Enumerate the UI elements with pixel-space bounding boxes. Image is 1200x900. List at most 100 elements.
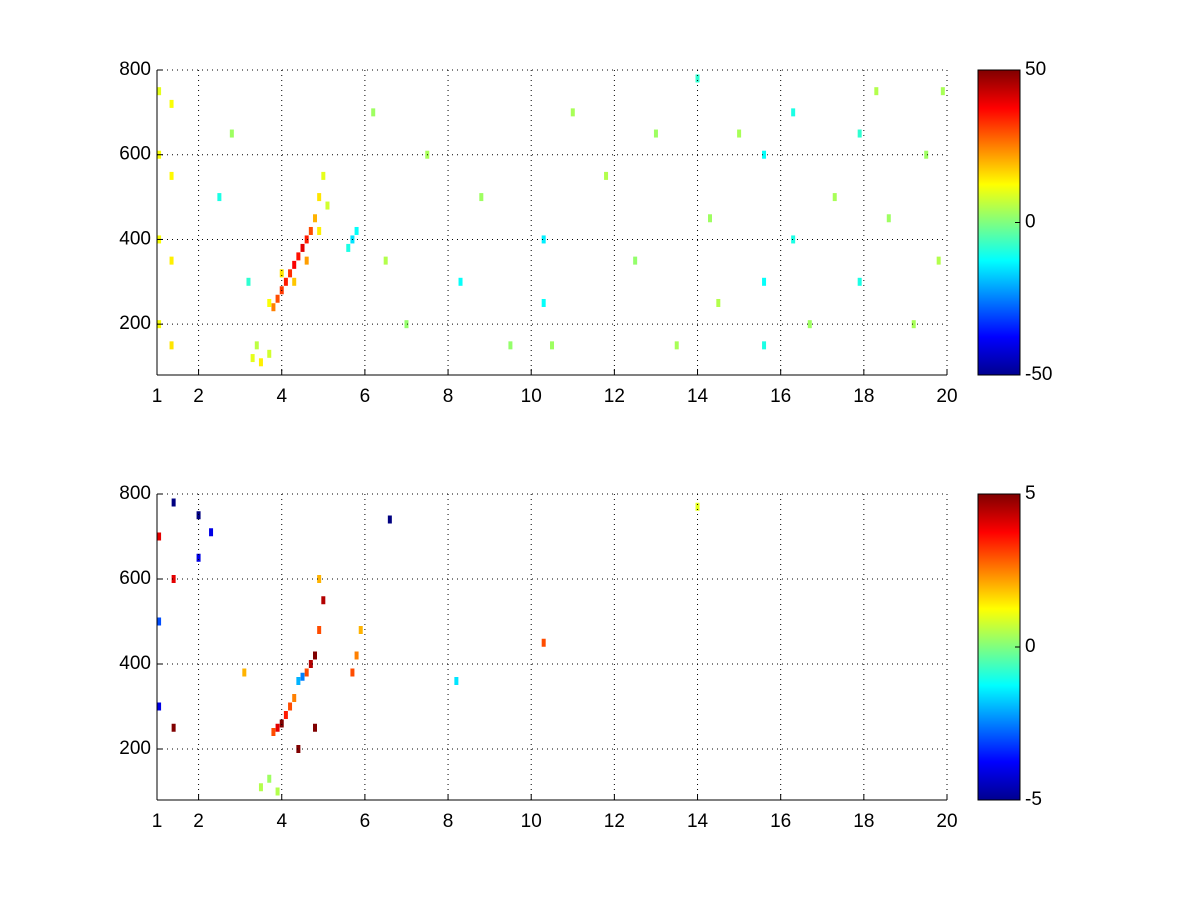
heat-cell	[279, 269, 284, 278]
heat-cell	[292, 694, 297, 702]
heat-cell	[350, 668, 355, 677]
heat-cell	[762, 341, 767, 350]
x-tick-label: 1	[152, 811, 163, 832]
heat-cell	[169, 171, 174, 180]
heat-cell	[271, 303, 276, 312]
heat-cell	[313, 214, 317, 223]
colorbar-tick-label: -50	[1025, 364, 1052, 385]
heat-cell	[404, 320, 409, 329]
heat-cell	[275, 787, 280, 796]
colorbar-tick-label: 5	[1025, 483, 1036, 504]
x-tick-label: 18	[853, 386, 874, 407]
heat-cell	[550, 341, 554, 350]
x-tick-label: 1	[152, 386, 163, 407]
heat-cell	[304, 668, 309, 677]
heat-cell	[157, 617, 162, 626]
heat-cell	[271, 728, 276, 736]
y-tick-label: 600	[119, 144, 151, 165]
heat-cell	[157, 532, 162, 541]
x-tick-label: 20	[936, 386, 957, 407]
x-tick-label: 14	[687, 811, 709, 832]
heat-cell	[695, 74, 700, 83]
heat-cell	[258, 783, 263, 792]
x-tick-label: 10	[521, 386, 542, 407]
colorbar-tick-label: 0	[1025, 212, 1036, 233]
heat-cell	[283, 277, 288, 286]
y-tick-label: 800	[119, 483, 151, 504]
heat-cell	[296, 745, 301, 753]
x-tick-label: 2	[193, 386, 204, 407]
heat-cell	[541, 638, 546, 647]
heat-cell	[317, 626, 322, 634]
heat-cell	[317, 193, 322, 202]
heat-cell	[169, 341, 174, 350]
y-tick-label: 400	[119, 653, 151, 674]
heat-cell	[911, 320, 916, 329]
heat-cell	[541, 235, 546, 244]
heat-cell	[304, 235, 309, 244]
heat-cell	[737, 129, 742, 138]
heat-cell	[874, 87, 879, 96]
heat-cell	[479, 193, 484, 202]
heat-cell	[317, 226, 322, 235]
heat-cell	[169, 256, 174, 265]
heat-cell	[196, 553, 201, 562]
heat-cell	[209, 528, 214, 537]
colorbar	[977, 493, 1021, 801]
heat-cell	[157, 87, 162, 96]
heat-cell	[371, 108, 376, 117]
x-tick-label: 8	[443, 386, 454, 407]
y-tick-label: 800	[119, 59, 151, 80]
x-tick-label: 6	[360, 386, 371, 407]
heat-cell	[229, 129, 234, 138]
heat-cell	[791, 235, 796, 244]
heat-cell	[292, 277, 297, 286]
heat-cell	[171, 575, 176, 583]
heat-cell	[604, 171, 609, 180]
heat-cell	[242, 668, 247, 677]
heat-cell	[283, 711, 288, 719]
heat-cell	[169, 99, 174, 108]
y-tick-label: 200	[119, 738, 151, 759]
heat-cell	[940, 87, 945, 96]
heat-cell	[250, 354, 255, 363]
y-tick-label: 200	[119, 313, 151, 334]
heat-cell	[508, 341, 513, 350]
heat-cell	[454, 677, 459, 685]
heat-cell	[633, 256, 638, 265]
x-tick-label: 4	[276, 386, 287, 407]
heat-cell	[267, 349, 272, 358]
heat-cell	[300, 672, 305, 681]
heat-cell	[708, 214, 712, 223]
heat-cell	[387, 515, 392, 524]
x-tick-label: 18	[853, 811, 874, 832]
heat-cell	[313, 723, 317, 732]
heat-cell	[267, 774, 272, 783]
heat-cell	[936, 256, 941, 265]
heat-cell	[288, 269, 293, 278]
heat-cell	[288, 702, 293, 711]
heat-cell	[832, 193, 837, 202]
y-tick-label: 400	[119, 228, 151, 249]
heat-cell	[171, 498, 176, 507]
heat-cell	[304, 256, 309, 265]
heat-cell	[807, 320, 812, 329]
heat-cell	[458, 277, 463, 286]
heat-cell	[716, 298, 721, 307]
x-tick-label: 12	[604, 386, 625, 407]
heat-cell	[279, 719, 284, 728]
heat-cell	[695, 502, 700, 511]
heat-cell	[857, 277, 862, 286]
heat-cell	[275, 294, 280, 303]
x-tick-label: 8	[443, 811, 454, 832]
heat-cell	[296, 252, 301, 261]
heat-cell	[886, 214, 891, 223]
heat-cell	[171, 723, 176, 732]
heat-cell	[321, 596, 326, 605]
heat-cell	[358, 626, 363, 634]
heat-cell	[300, 243, 305, 252]
x-tick-label: 10	[521, 811, 542, 832]
heat-cell	[857, 129, 862, 138]
colorbar-tick-label: -5	[1025, 789, 1042, 810]
colorbar-tick-label: 50	[1025, 59, 1046, 80]
